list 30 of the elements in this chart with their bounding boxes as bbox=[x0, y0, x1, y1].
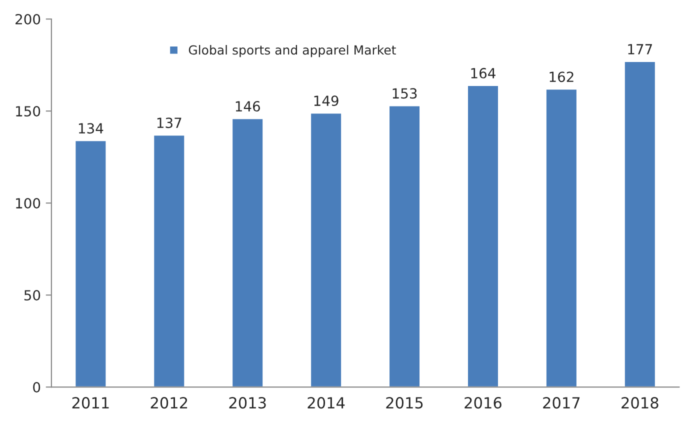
bar bbox=[388, 104, 421, 388]
x-tick-label: 2018 bbox=[622, 397, 658, 409]
data-label: 164 bbox=[471, 68, 496, 78]
data-label: 177 bbox=[628, 44, 652, 54]
x-tick-label: 2013 bbox=[229, 397, 266, 409]
x-tick-label: 2015 bbox=[386, 397, 423, 409]
y-tick-label: 100 bbox=[16, 198, 40, 209]
data-label: 146 bbox=[236, 101, 260, 112]
bar bbox=[545, 88, 578, 388]
x-tick-label: 2011 bbox=[72, 397, 109, 409]
x-tick-label: 2017 bbox=[543, 397, 580, 409]
data-label: 153 bbox=[392, 88, 417, 99]
data-label: 134 bbox=[78, 123, 104, 134]
bar bbox=[466, 84, 500, 388]
y-tick-label: 0 bbox=[33, 382, 40, 393]
bar bbox=[74, 140, 108, 388]
x-tick-label: 2016 bbox=[464, 397, 502, 409]
bar bbox=[310, 112, 342, 388]
bar bbox=[624, 60, 656, 388]
legend-label: Global sports and apparel Market bbox=[188, 45, 396, 58]
x-tick-label: 2014 bbox=[308, 397, 345, 409]
x-tick-label: 2012 bbox=[150, 397, 188, 409]
y-tick-label: 200 bbox=[16, 14, 40, 25]
y-tick-label: 150 bbox=[16, 106, 40, 117]
y-tick-label: 50 bbox=[24, 290, 40, 301]
data-label: 162 bbox=[550, 72, 574, 82]
bar bbox=[152, 134, 186, 388]
bar bbox=[231, 118, 264, 388]
data-label: 137 bbox=[157, 118, 182, 128]
data-label: 149 bbox=[314, 96, 338, 106]
